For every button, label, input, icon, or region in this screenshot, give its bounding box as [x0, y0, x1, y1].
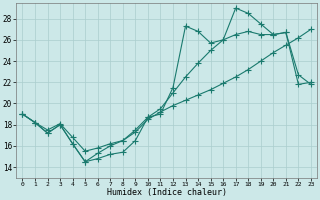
X-axis label: Humidex (Indice chaleur): Humidex (Indice chaleur)	[107, 188, 227, 197]
